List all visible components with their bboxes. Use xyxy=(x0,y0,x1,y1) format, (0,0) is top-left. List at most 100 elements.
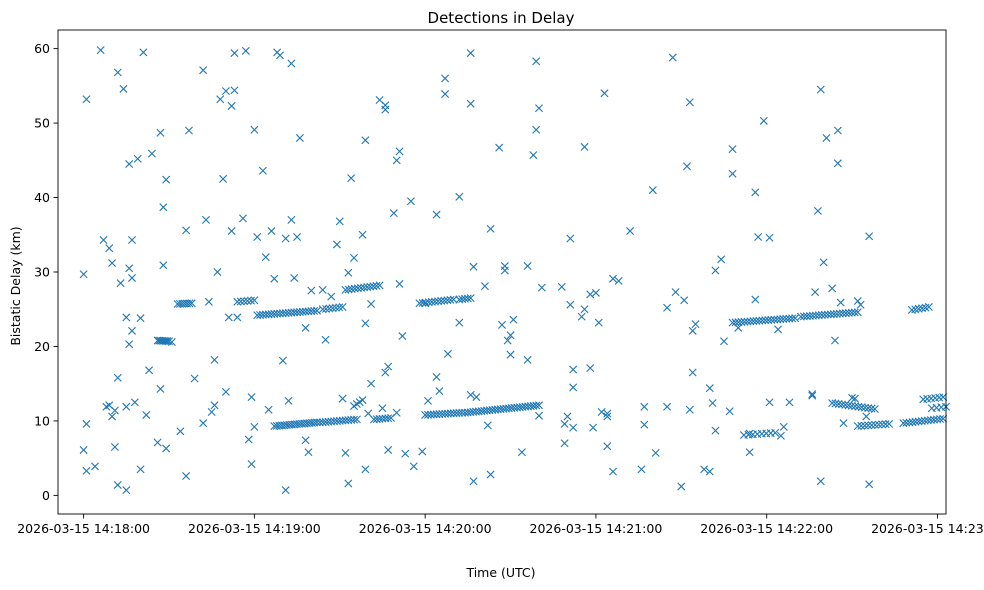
data-point xyxy=(125,160,134,169)
data-point xyxy=(159,203,168,212)
data-point xyxy=(241,46,250,55)
data-point xyxy=(264,405,273,414)
data-point xyxy=(688,326,697,335)
data-point xyxy=(831,399,840,408)
data-point xyxy=(213,268,222,276)
data-point xyxy=(720,337,728,346)
data-point xyxy=(395,147,404,156)
data-point xyxy=(409,462,418,471)
data-point xyxy=(865,480,874,489)
data-point xyxy=(854,402,863,411)
data-point xyxy=(322,304,331,313)
data-point xyxy=(210,401,219,410)
data-point xyxy=(239,214,247,223)
data-point xyxy=(116,279,125,288)
data-point xyxy=(199,419,208,428)
data-point xyxy=(301,436,310,445)
data-point xyxy=(469,262,478,271)
data-point xyxy=(569,423,578,432)
data-point xyxy=(79,445,88,454)
data-point xyxy=(130,398,139,407)
data-point xyxy=(82,466,91,475)
data-point xyxy=(834,399,843,408)
data-point xyxy=(119,84,128,93)
data-point xyxy=(384,362,393,371)
data-point xyxy=(828,399,837,408)
data-point xyxy=(125,264,134,273)
data-point xyxy=(352,415,361,424)
data-point xyxy=(651,448,660,457)
data-point xyxy=(287,215,296,224)
data-point xyxy=(310,306,319,315)
x-tick-label: 2026-03-15 14:22:00 xyxy=(700,521,833,536)
data-point xyxy=(850,394,859,403)
data-point xyxy=(754,233,763,241)
data-point xyxy=(113,68,122,77)
data-point xyxy=(566,234,575,243)
data-point xyxy=(839,419,848,428)
data-point xyxy=(506,331,515,340)
data-point xyxy=(725,407,734,416)
data-point xyxy=(128,273,136,282)
data-point xyxy=(361,465,370,474)
data-point xyxy=(577,312,586,321)
data-point xyxy=(808,390,817,399)
data-point xyxy=(833,126,842,135)
data-point xyxy=(82,95,91,104)
data-point xyxy=(860,421,869,430)
data-point xyxy=(498,320,506,329)
data-point xyxy=(705,467,714,476)
data-point xyxy=(108,412,117,421)
y-tick-label: 50 xyxy=(34,116,50,131)
data-point xyxy=(247,460,256,469)
data-point xyxy=(532,57,541,66)
data-point xyxy=(856,300,865,309)
data-point xyxy=(833,159,842,168)
data-point xyxy=(361,319,370,328)
data-point xyxy=(751,295,760,304)
data-point xyxy=(328,304,337,313)
data-point xyxy=(765,233,774,242)
data-point xyxy=(358,230,367,239)
data-point xyxy=(480,282,489,291)
data-point xyxy=(705,384,714,393)
data-point xyxy=(325,304,334,313)
data-point xyxy=(831,336,839,345)
data-point xyxy=(728,169,737,178)
data-point xyxy=(331,303,340,312)
data-point xyxy=(586,364,595,373)
data-point xyxy=(878,420,887,429)
data-point xyxy=(110,406,119,415)
data-point xyxy=(850,308,859,317)
y-tick-label: 20 xyxy=(34,339,50,354)
data-point xyxy=(759,116,768,125)
data-point xyxy=(327,292,336,301)
y-axis-label: Bistatic Delay (km) xyxy=(8,226,23,345)
data-point xyxy=(276,51,284,60)
data-point xyxy=(774,325,783,334)
data-point xyxy=(864,404,873,413)
data-point xyxy=(250,125,259,134)
data-point xyxy=(691,320,700,329)
data-point xyxy=(350,253,358,262)
data-point xyxy=(648,186,657,195)
data-point xyxy=(580,142,589,151)
data-point xyxy=(367,379,376,388)
data-point xyxy=(637,465,646,474)
data-point xyxy=(523,355,532,364)
data-point xyxy=(864,421,873,430)
data-point xyxy=(372,281,381,290)
data-point xyxy=(874,420,883,429)
data-point xyxy=(159,261,168,270)
data-point xyxy=(230,49,239,58)
data-point xyxy=(176,427,185,436)
data-point xyxy=(914,304,923,313)
data-point xyxy=(398,332,407,341)
data-point xyxy=(532,125,541,134)
data-point xyxy=(338,303,347,311)
data-point xyxy=(936,415,945,424)
data-point xyxy=(921,303,930,312)
data-point xyxy=(819,258,828,267)
data-point xyxy=(307,286,316,295)
data-point xyxy=(281,486,290,495)
